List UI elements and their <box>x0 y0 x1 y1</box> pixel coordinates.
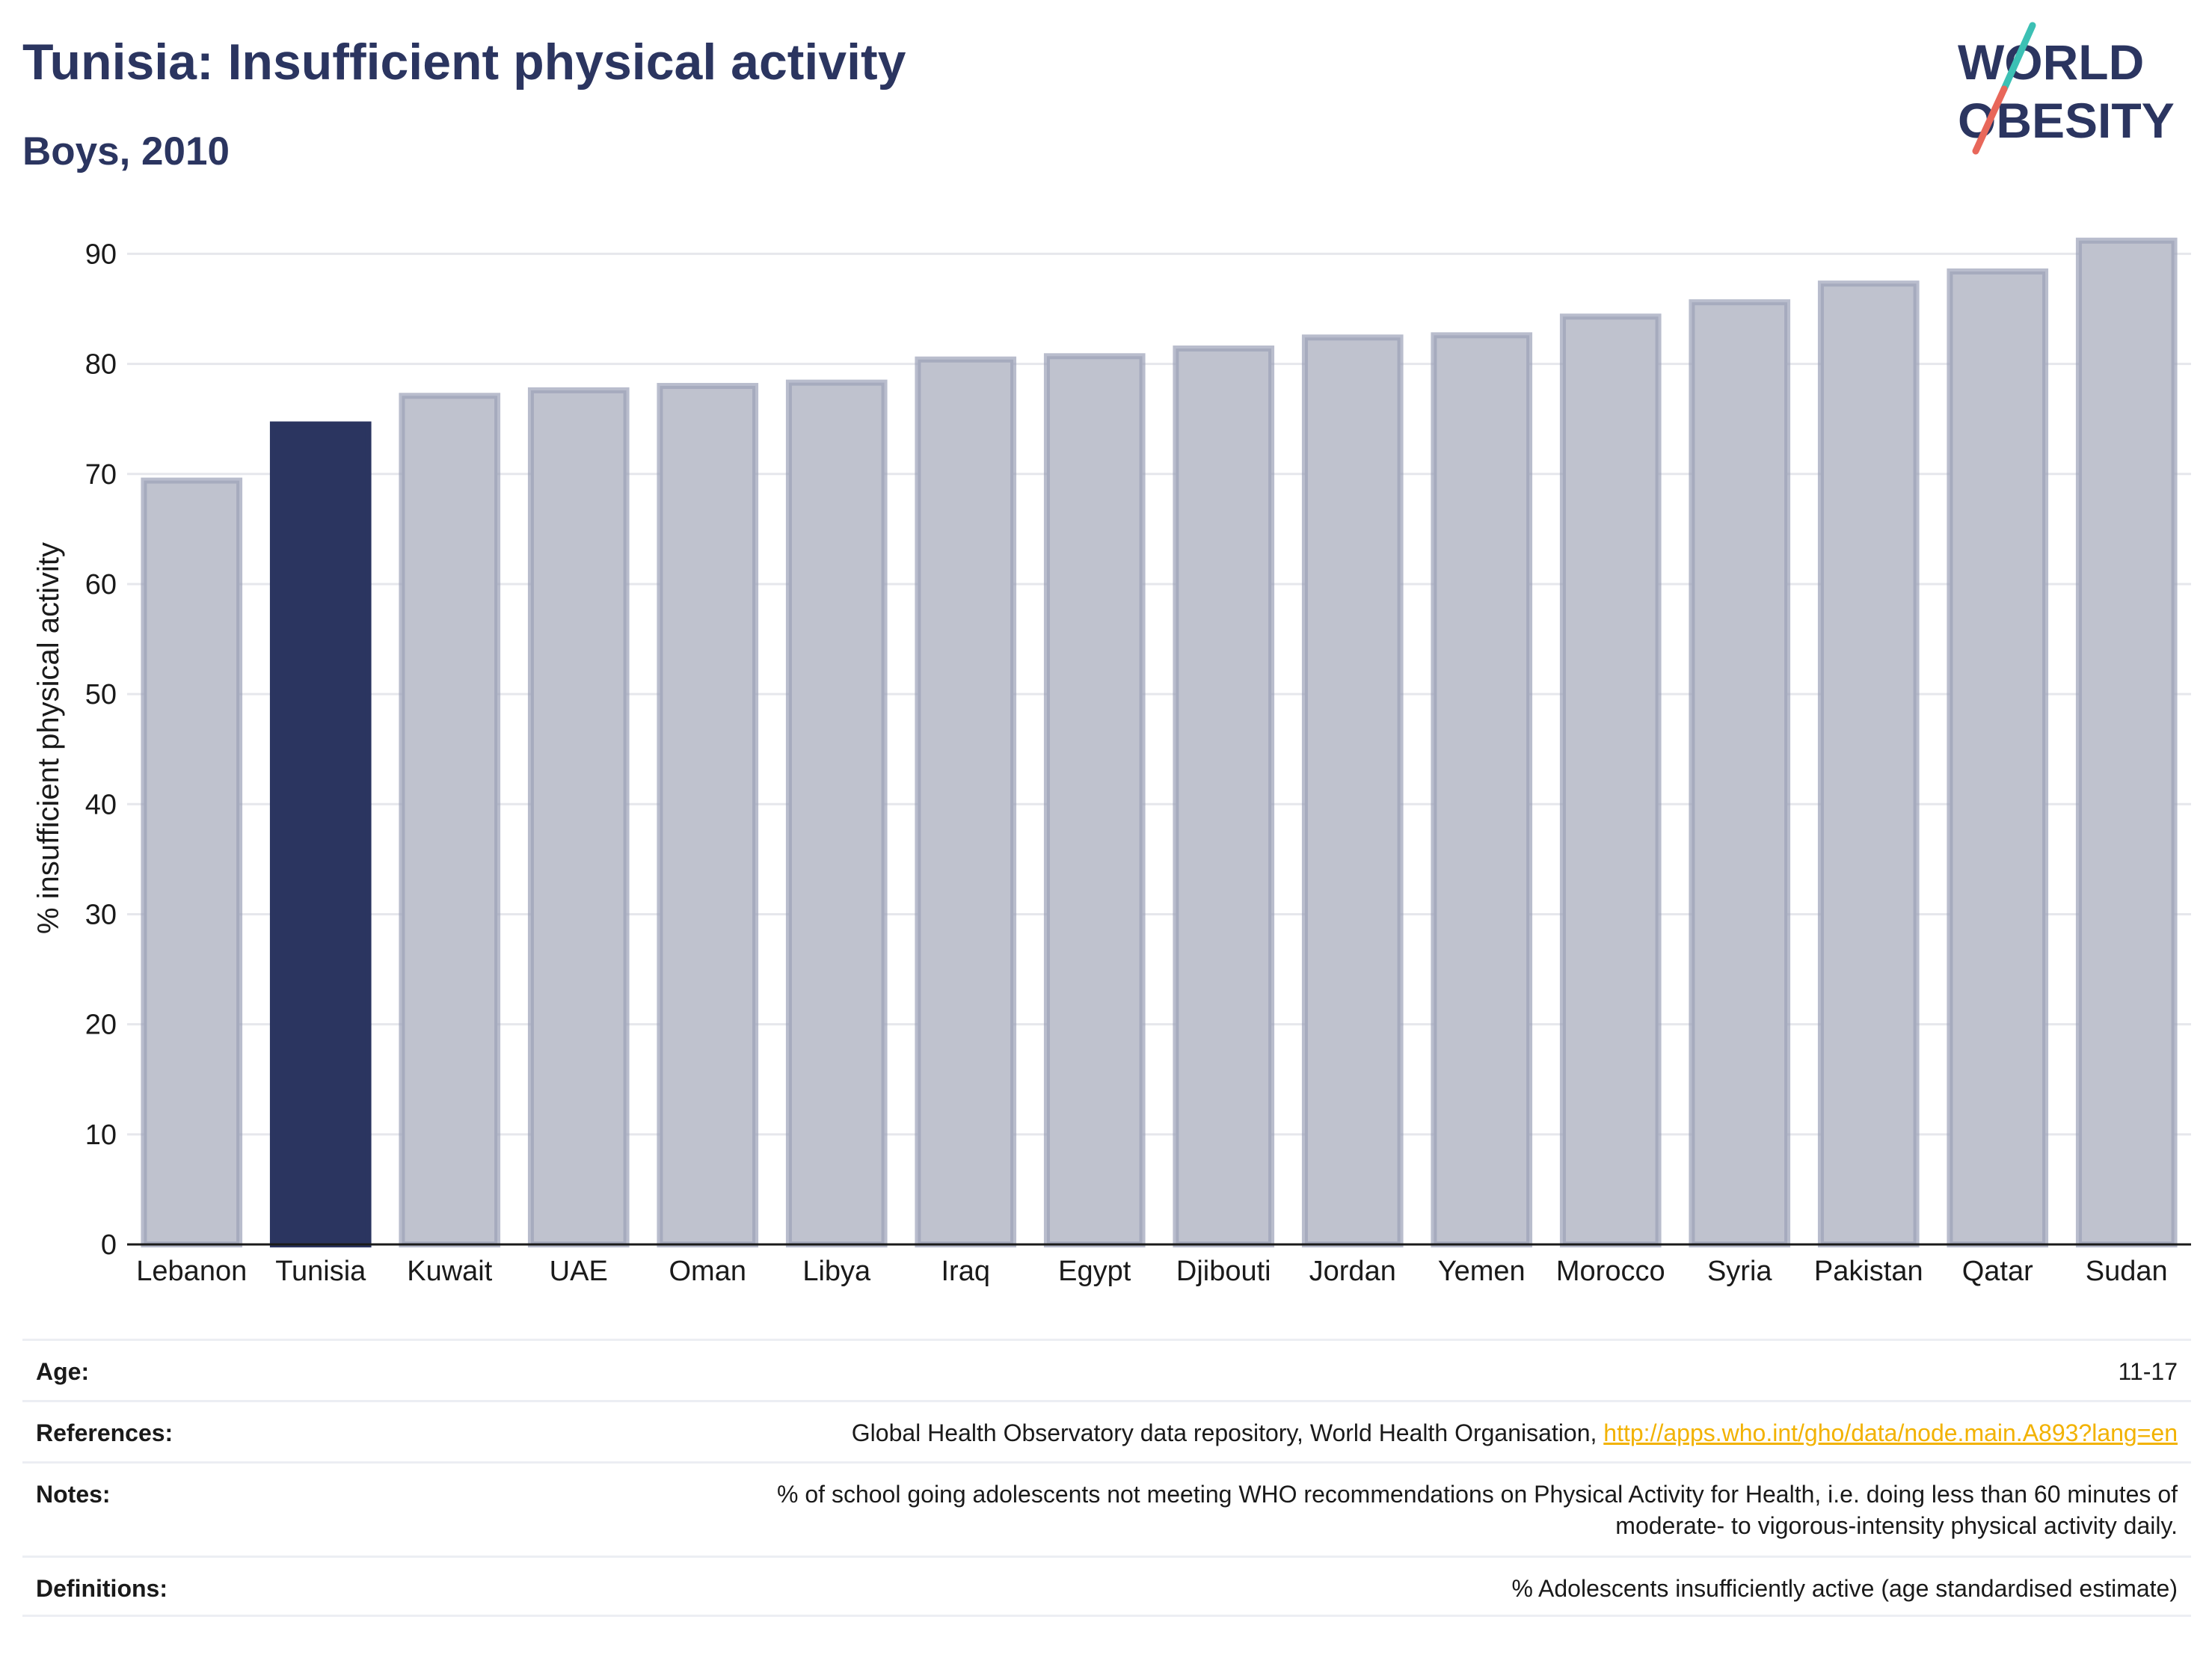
x-tick-label: UAE <box>550 1256 608 1287</box>
chart-title: Tunisia: Insufficient physical activity <box>22 34 906 90</box>
y-tick-label: 30 <box>85 899 117 930</box>
age-label: Age: <box>36 1358 90 1385</box>
bar-egypt <box>1043 353 1146 1247</box>
age-row: Age: 11-17 <box>22 1339 2191 1400</box>
references-row: References: Global Health Observatory da… <box>22 1400 2191 1461</box>
bar-iraq <box>915 356 1017 1248</box>
x-tick-label: Syria <box>1707 1256 1772 1287</box>
logo-line1: WORLD <box>1958 34 2144 90</box>
y-tick-label: 50 <box>85 679 117 710</box>
references-text: Global Health Observatory data repositor… <box>851 1419 1604 1446</box>
bar-lebanon <box>141 477 243 1247</box>
bar-kuwait <box>399 393 501 1247</box>
x-tick-label: Oman <box>669 1256 746 1287</box>
x-tick-label: Qatar <box>1962 1256 2033 1287</box>
x-tick-label: Egypt <box>1058 1256 1131 1287</box>
world-obesity-logo: WORLD OBESITY <box>1958 22 2175 155</box>
logo-line2: OBESITY <box>1958 93 2175 148</box>
x-tick-label: Yemen <box>1438 1256 1526 1287</box>
y-tick-label: 0 <box>101 1229 117 1261</box>
bar-qatar <box>1947 268 2049 1247</box>
chart-subtitle: Boys, 2010 <box>22 129 230 174</box>
notes-label: Notes: <box>36 1481 111 1508</box>
x-tick-label: Pakistan <box>1814 1256 1923 1287</box>
x-tick-label: Sudan <box>2086 1256 2168 1287</box>
references-value: Global Health Observatory data repositor… <box>852 1417 2178 1449</box>
notes-value: % of school going adolescents not meetin… <box>777 1479 2178 1541</box>
x-tick-label: Iraq <box>941 1256 990 1287</box>
y-tick-label: 70 <box>85 459 117 491</box>
bar-yemen <box>1431 332 1533 1247</box>
y-tick-label: 40 <box>85 789 117 820</box>
references-link[interactable]: http://apps.who.int/gho/data/node.main.A… <box>1603 1419 2178 1446</box>
info-table: Age: 11-17 References: Global Health Obs… <box>22 1339 2191 1617</box>
definitions-row: Definitions: % Adolescents insufficientl… <box>22 1556 2191 1617</box>
bar-uae <box>527 387 630 1247</box>
x-tick-label: Libya <box>802 1256 871 1287</box>
y-tick-label: 10 <box>85 1120 117 1151</box>
bar-chart: 0 10 20 30 40 50 60 70 80 90 Lebanon Tunisia Kuwait… <box>32 237 2191 1287</box>
bar-libya <box>785 379 888 1247</box>
bars <box>141 237 2178 1248</box>
x-tick-label: Lebanon <box>136 1256 247 1287</box>
notes-line-1: % of school going adolescents not meetin… <box>777 1481 2178 1508</box>
y-axis-label: % insufficient physical activity <box>32 542 65 934</box>
bar-tunisia <box>269 421 372 1247</box>
definitions-value: % Adolescents insufficiently active (age… <box>1511 1575 2178 1602</box>
x-axis-ticks: Lebanon Tunisia Kuwait UAE Oman Libya Iraq Egyp… <box>136 1256 2167 1287</box>
y-tick-label: 80 <box>85 349 117 381</box>
bar-syria <box>1689 299 1791 1248</box>
y-tick-label: 60 <box>85 569 117 601</box>
notes-row: Notes: % of school going adolescents not… <box>22 1461 2191 1556</box>
bar-morocco <box>1559 313 1662 1248</box>
y-axis-ticks: 0 10 20 30 40 50 60 70 80 90 <box>85 239 117 1261</box>
bar-oman <box>657 383 759 1247</box>
x-tick-label: Djibouti <box>1176 1256 1271 1287</box>
notes-line-2: moderate- to vigorous-intensity physical… <box>1615 1512 2178 1539</box>
y-tick-label: 20 <box>85 1010 117 1041</box>
x-tick-label: Kuwait <box>407 1256 492 1287</box>
references-label: References: <box>36 1419 173 1446</box>
y-tick-label: 90 <box>85 239 117 270</box>
definitions-label: Definitions: <box>36 1575 168 1602</box>
bar-pakistan <box>1817 280 1920 1247</box>
age-value: 11-17 <box>2118 1358 2178 1385</box>
bar-sudan <box>2075 237 2178 1247</box>
x-tick-label: Jordan <box>1309 1256 1396 1287</box>
x-tick-label: Tunisia <box>275 1256 366 1287</box>
x-tick-label: Morocco <box>1556 1256 1665 1287</box>
bar-djibouti <box>1173 346 1275 1247</box>
bar-jordan <box>1301 334 1404 1247</box>
